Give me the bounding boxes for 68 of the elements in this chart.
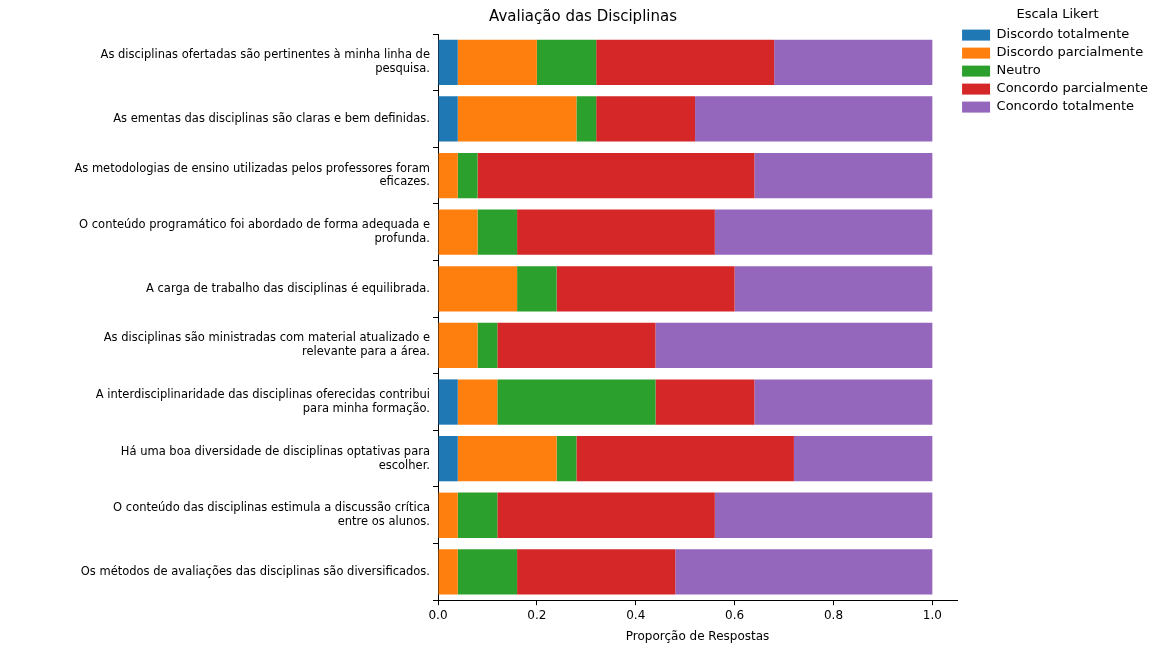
bar (596, 96, 696, 142)
x-tick-label: 0.6 (725, 607, 745, 622)
bar (774, 39, 933, 85)
bar (438, 209, 478, 255)
bar (457, 436, 557, 482)
bar (438, 492, 458, 538)
bar (576, 96, 597, 142)
y-tick-label: Os métodos de avaliações das disciplinas são diversificados. (80, 563, 430, 578)
bar (497, 379, 656, 425)
bar (477, 152, 755, 199)
bar (754, 379, 933, 425)
chart-title: Avaliação das Disciplinas (489, 6, 678, 25)
legend-label: Concordo parcialmente (996, 80, 1148, 96)
bar (714, 492, 933, 538)
bar (457, 96, 577, 142)
legend-label: Discordo totalmente (996, 26, 1130, 42)
bar (438, 96, 458, 142)
bar (517, 209, 715, 255)
bar (438, 152, 458, 199)
bar (793, 436, 933, 482)
bar (596, 39, 775, 85)
x-tick-label: 0.2 (527, 607, 547, 622)
bar (517, 549, 676, 595)
legend-label: Discordo parcialmente (996, 44, 1144, 60)
bar (438, 436, 458, 482)
bar (556, 266, 735, 312)
y-tick-label: A carga de trabalho das disciplinas é equilibrada. (146, 280, 430, 295)
bar (438, 266, 518, 312)
bar (754, 152, 933, 199)
legend-label: Neutro (996, 62, 1041, 78)
y-tick-label: As disciplinas ofertadas são pertinentes à minha linha de pesquisa. (100, 47, 430, 76)
x-tick-label: 1.0 (922, 607, 942, 622)
x-tick-label: 0.4 (626, 607, 646, 622)
bar (438, 39, 458, 85)
bar (517, 266, 557, 312)
bar (556, 436, 577, 482)
y-tick-label: As disciplinas são ministradas com material atualizado e relevante para a área. (103, 330, 430, 359)
x-tick-label: 0.0 (428, 607, 448, 622)
legend-label: Concordo totalmente (996, 98, 1135, 114)
bar (536, 39, 597, 85)
bar (457, 379, 498, 425)
bar (497, 322, 656, 369)
bar (477, 322, 498, 369)
y-tick-label: O conteúdo programático foi abordado de forma adequada e profunda. (79, 217, 430, 246)
bar (457, 492, 498, 538)
x-tick-label: 0.8 (823, 607, 844, 622)
bar (438, 549, 458, 595)
legend-title: Escala Likert (1016, 5, 1099, 21)
bar (438, 379, 458, 425)
bar (714, 209, 933, 255)
bar (695, 96, 933, 142)
bar (655, 322, 933, 369)
bar (655, 379, 755, 425)
y-tick-label: A interdisciplinaridade das disciplinas oferecidas contribui para minha formação. (95, 387, 430, 415)
bar (576, 436, 794, 482)
y-tick-label: As ementas das disciplinas são claras e bem definidas. (113, 110, 430, 125)
bar (734, 266, 933, 312)
bar (477, 209, 518, 255)
bar (438, 322, 478, 369)
x-axis-title: Proporção de Respostas (625, 628, 770, 643)
bar (497, 492, 715, 538)
bar (457, 39, 537, 85)
bar (457, 152, 478, 199)
bar (457, 549, 518, 595)
y-tick-label: Há uma boa diversidade de disciplinas optativas para escolher. (120, 443, 430, 472)
y-tick-label: O conteúdo das disciplinas estimula a discussão crítica entre os alunos. (113, 500, 430, 529)
bar (675, 549, 933, 595)
y-tick-label: As metodologias de ensino utilizadas pelos professores foram eficazes. (74, 160, 430, 189)
